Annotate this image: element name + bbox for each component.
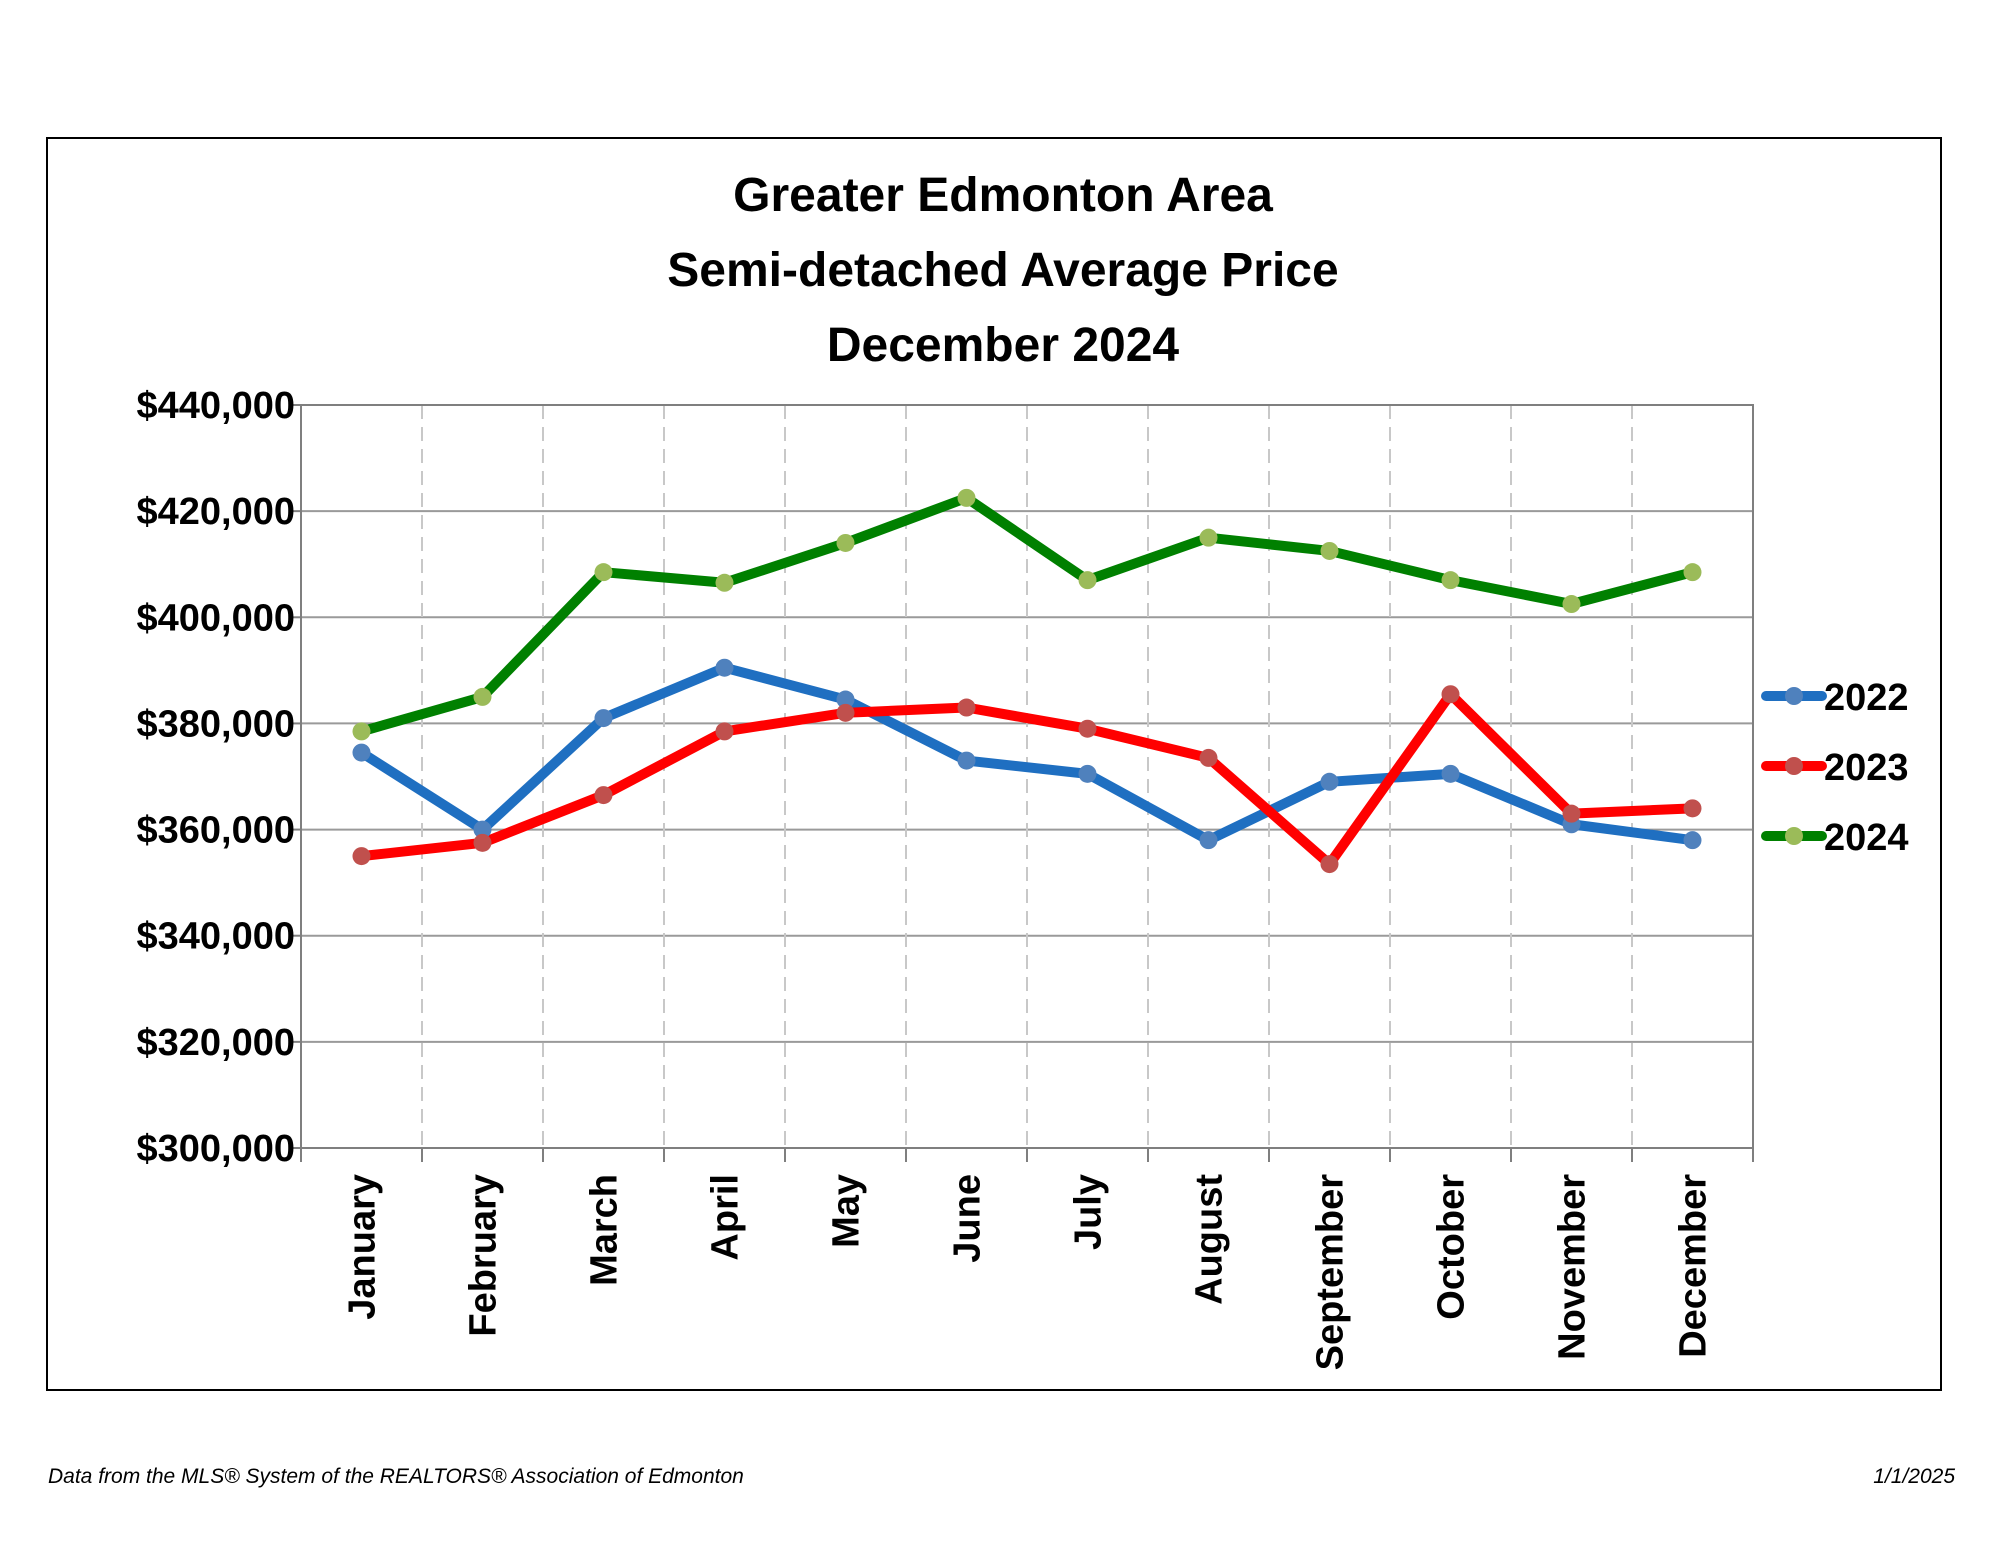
data-point-2024 (1441, 571, 1460, 590)
x-tick-label: June (947, 1174, 989, 1263)
legend: 2022 2023 2024 (1761, 677, 1909, 859)
chart-title: Greater Edmonton Area Semi-detached Avera… (667, 169, 1338, 372)
x-tick-label: May (826, 1174, 868, 1248)
x-tick-label: September (1310, 1174, 1352, 1371)
series-line-2023 (356, 689, 1698, 870)
data-point-2023 (1683, 799, 1702, 818)
y-tick-label: $400,000 (137, 597, 296, 639)
x-tick-label: October (1431, 1174, 1473, 1320)
data-point-2023 (473, 833, 492, 852)
chart-frame: Greater Edmonton Area Semi-detached Avera… (46, 137, 1942, 1391)
data-point-2022 (1683, 831, 1702, 850)
x-tick-label: August (1189, 1174, 1231, 1305)
x-tick-label: April (705, 1174, 747, 1261)
x-axis: January February March April May June July Augu… (300, 1148, 1754, 1371)
series-line-2022 (356, 662, 1698, 846)
y-tick-label: $340,000 (137, 916, 296, 958)
data-point-2022 (1320, 772, 1339, 791)
data-point-2022 (1078, 764, 1097, 783)
y-tick-label: $380,000 (137, 703, 296, 745)
legend-marker-2023 (1785, 757, 1803, 775)
y-tick-label: $420,000 (137, 491, 296, 533)
data-point-2024 (1078, 571, 1097, 590)
legend-label-2024: 2024 (1824, 817, 1909, 859)
data-point-2022 (1441, 764, 1460, 783)
x-tick-label: January (342, 1174, 384, 1320)
grid (301, 404, 1753, 1148)
data-point-2023 (1441, 685, 1460, 704)
y-tick-label: $320,000 (137, 1022, 296, 1064)
footer-source-note: Data from the MLS® System of the REALTOR… (48, 1465, 744, 1488)
chart-title-line: Semi-detached Average Price (667, 244, 1338, 297)
data-point-2022 (957, 751, 976, 770)
y-tick-label: $440,000 (137, 385, 296, 427)
y-axis: $300,000 $320,000 $340,000 $360,000 $380,000… (137, 385, 301, 1170)
legend-label-2023: 2023 (1824, 747, 1909, 789)
data-point-2023 (594, 786, 613, 805)
data-point-2024 (1199, 528, 1218, 547)
data-point-2023 (715, 722, 734, 741)
data-point-2023 (1078, 719, 1097, 738)
chart-title-line: December 2024 (827, 319, 1180, 372)
legend-marker-2022 (1785, 687, 1803, 705)
data-point-2024 (352, 722, 371, 741)
data-point-2022 (715, 658, 734, 677)
data-point-2024 (594, 563, 613, 582)
data-point-2022 (352, 743, 371, 762)
line-chart: Greater Edmonton Area Semi-detached Avera… (137, 169, 1909, 1371)
x-tick-label: November (1552, 1174, 1594, 1360)
data-point-2023 (1562, 804, 1581, 823)
chart-title-line: Greater Edmonton Area (733, 169, 1273, 222)
series (352, 488, 1702, 874)
x-tick-label: February (463, 1174, 505, 1337)
data-point-2024 (1320, 541, 1339, 560)
data-point-2023 (957, 698, 976, 717)
data-point-2023 (1199, 748, 1218, 767)
data-point-2023 (1320, 855, 1339, 874)
data-point-2024 (957, 488, 976, 507)
y-tick-label: $360,000 (137, 810, 296, 852)
legend-label-2022: 2022 (1824, 677, 1909, 719)
data-point-2022 (473, 820, 492, 839)
data-point-2023 (352, 847, 371, 866)
data-point-2024 (473, 687, 492, 706)
data-point-2024 (1562, 595, 1581, 614)
footer-date: 1/1/2025 (1873, 1465, 1955, 1488)
series-line-2024 (356, 492, 1698, 737)
x-tick-label: December (1673, 1174, 1715, 1358)
legend-marker-2024 (1785, 827, 1803, 845)
data-point-2022 (836, 690, 855, 709)
data-point-2024 (1683, 563, 1702, 582)
x-tick-label: July (1068, 1174, 1110, 1250)
data-point-2023 (836, 703, 855, 722)
data-point-2024 (836, 533, 855, 552)
data-point-2022 (1199, 831, 1218, 850)
y-tick-label: $300,000 (137, 1128, 296, 1170)
data-point-2022 (594, 709, 613, 728)
data-point-2024 (715, 573, 734, 592)
x-tick-label: March (584, 1174, 626, 1286)
